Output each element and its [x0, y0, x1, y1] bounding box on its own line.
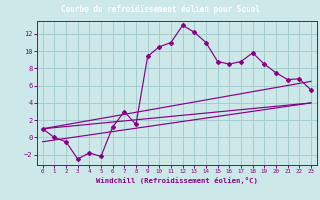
- X-axis label: Windchill (Refroidissement éolien,°C): Windchill (Refroidissement éolien,°C): [96, 177, 258, 184]
- Text: Courbe du refroidissement éolien pour Scuol: Courbe du refroidissement éolien pour Sc…: [60, 4, 260, 14]
